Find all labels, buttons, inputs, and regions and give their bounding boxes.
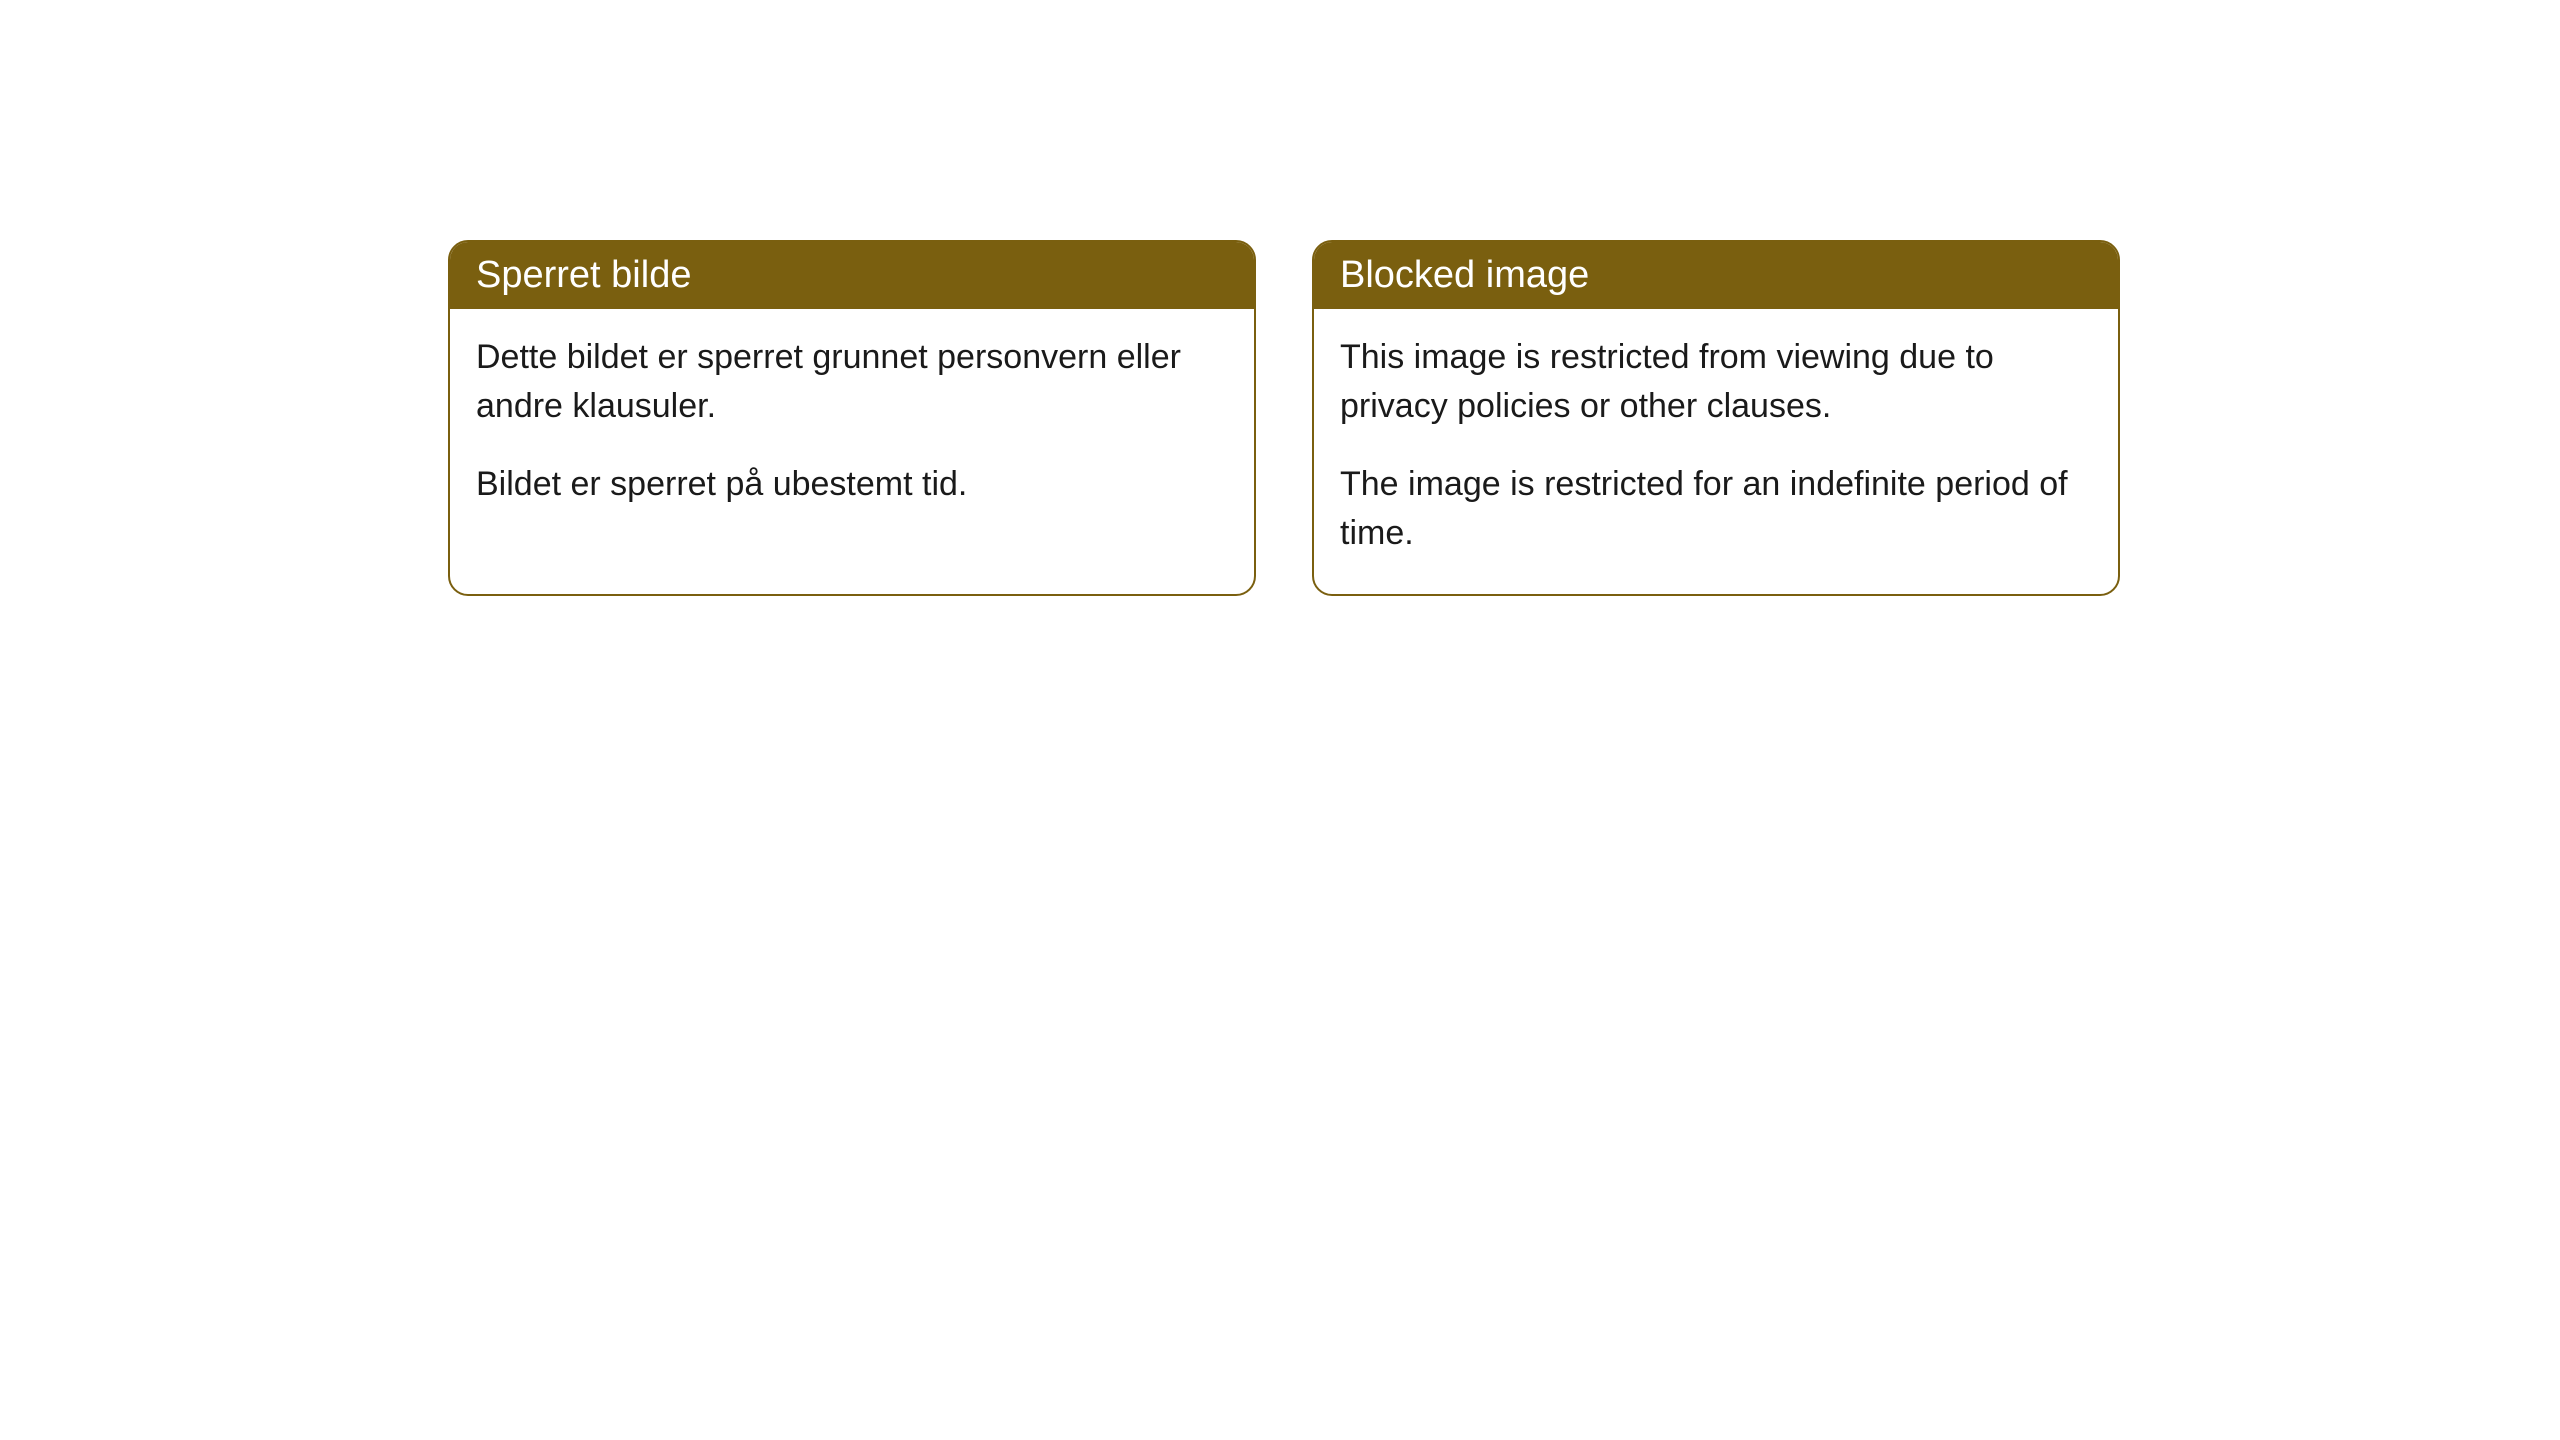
card-title-english: Blocked image bbox=[1340, 254, 1589, 296]
blocked-image-card-english: Blocked image This image is restricted f… bbox=[1312, 240, 2120, 596]
card-text-norwegian-line2: Bildet er sperret på ubestemt tid. bbox=[476, 460, 1228, 509]
card-body-english: This image is restricted from viewing du… bbox=[1314, 309, 2118, 594]
card-body-norwegian: Dette bildet er sperret grunnet personve… bbox=[450, 309, 1254, 545]
card-header-english: Blocked image bbox=[1314, 242, 2118, 309]
card-text-english-line2: The image is restricted for an indefinit… bbox=[1340, 460, 2092, 559]
notice-cards-container: Sperret bilde Dette bildet er sperret gr… bbox=[448, 240, 2560, 596]
card-header-norwegian: Sperret bilde bbox=[450, 242, 1254, 309]
card-text-norwegian-line1: Dette bildet er sperret grunnet personve… bbox=[476, 333, 1228, 432]
card-text-english-line1: This image is restricted from viewing du… bbox=[1340, 333, 2092, 432]
blocked-image-card-norwegian: Sperret bilde Dette bildet er sperret gr… bbox=[448, 240, 1256, 596]
card-title-norwegian: Sperret bilde bbox=[476, 254, 691, 296]
